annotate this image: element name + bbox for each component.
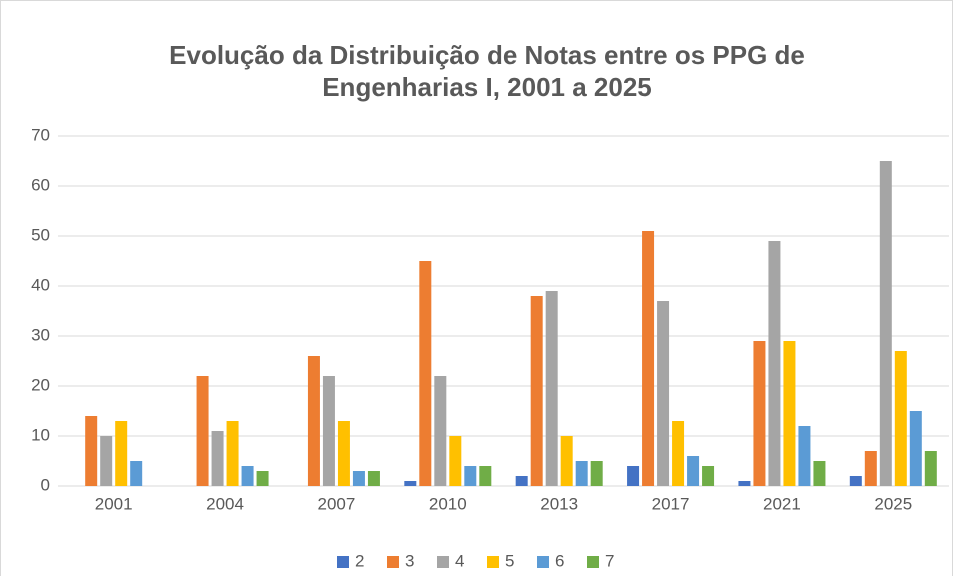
- x-tick-label: 2017: [652, 494, 690, 513]
- y-tick-label: 0: [41, 475, 50, 494]
- bar: [642, 231, 655, 486]
- bar: [115, 421, 128, 486]
- legend-swatch: [387, 556, 399, 568]
- bar: [322, 376, 335, 486]
- legend-swatch: [537, 556, 549, 568]
- bar: [130, 461, 143, 486]
- legend-swatch: [437, 556, 449, 568]
- bar: [337, 421, 350, 486]
- bar: [545, 291, 558, 486]
- legend-label: 2: [355, 551, 364, 570]
- bar: [404, 481, 417, 486]
- bar: [798, 426, 811, 486]
- y-tick-label: 40: [31, 275, 50, 294]
- legend-label: 3: [405, 551, 414, 570]
- bar: [241, 466, 254, 486]
- x-tick-label: 2007: [318, 494, 356, 513]
- x-tick-label: 2013: [540, 494, 578, 513]
- bar: [515, 476, 528, 486]
- x-tick-label: 2025: [874, 494, 912, 513]
- bar: [367, 471, 380, 486]
- bar: [813, 461, 826, 486]
- bar: [849, 476, 862, 486]
- bar: [753, 341, 766, 486]
- bar: [352, 471, 365, 486]
- bar: [894, 351, 907, 486]
- x-tick-label: 2001: [95, 494, 133, 513]
- bar: [702, 466, 715, 486]
- legend-label: 5: [505, 551, 514, 570]
- bar: [657, 301, 670, 486]
- bar: [85, 416, 98, 486]
- bar: [590, 461, 603, 486]
- bar: [783, 341, 796, 486]
- bar: [226, 421, 239, 486]
- bar: [738, 481, 751, 486]
- bar: [464, 466, 477, 486]
- bar: [449, 436, 462, 486]
- chart-title: Engenharias I, 2001 a 2025: [322, 72, 652, 102]
- bar: [307, 356, 320, 486]
- y-tick-label: 20: [31, 375, 50, 394]
- legend-label: 6: [555, 551, 564, 570]
- legend-label: 4: [455, 551, 464, 570]
- y-tick-label: 10: [31, 425, 50, 444]
- y-tick-label: 30: [31, 325, 50, 344]
- legend-label: 7: [605, 551, 614, 570]
- bar: [672, 421, 685, 486]
- y-tick-label: 50: [31, 225, 50, 244]
- bar: [434, 376, 447, 486]
- bar: [924, 451, 937, 486]
- bar: [211, 431, 224, 486]
- bar: [909, 411, 922, 486]
- chart-title: Evolução da Distribuição de Notas entre …: [169, 40, 805, 70]
- legend-swatch: [337, 556, 349, 568]
- bar: [530, 296, 543, 486]
- bar: [256, 471, 269, 486]
- y-tick-label: 70: [31, 125, 50, 144]
- bar: [768, 241, 781, 486]
- bar: [687, 456, 700, 486]
- bar: [627, 466, 640, 486]
- x-tick-label: 2010: [429, 494, 467, 513]
- bar: [419, 261, 432, 486]
- y-tick-label: 60: [31, 175, 50, 194]
- bar: [560, 436, 573, 486]
- x-tick-label: 2004: [206, 494, 244, 513]
- bar: [100, 436, 113, 486]
- bar: [479, 466, 492, 486]
- legend-swatch: [587, 556, 599, 568]
- x-tick-label: 2021: [763, 494, 801, 513]
- bar: [879, 161, 892, 486]
- legend-swatch: [487, 556, 499, 568]
- bar: [864, 451, 877, 486]
- bar: [575, 461, 588, 486]
- bar: [196, 376, 209, 486]
